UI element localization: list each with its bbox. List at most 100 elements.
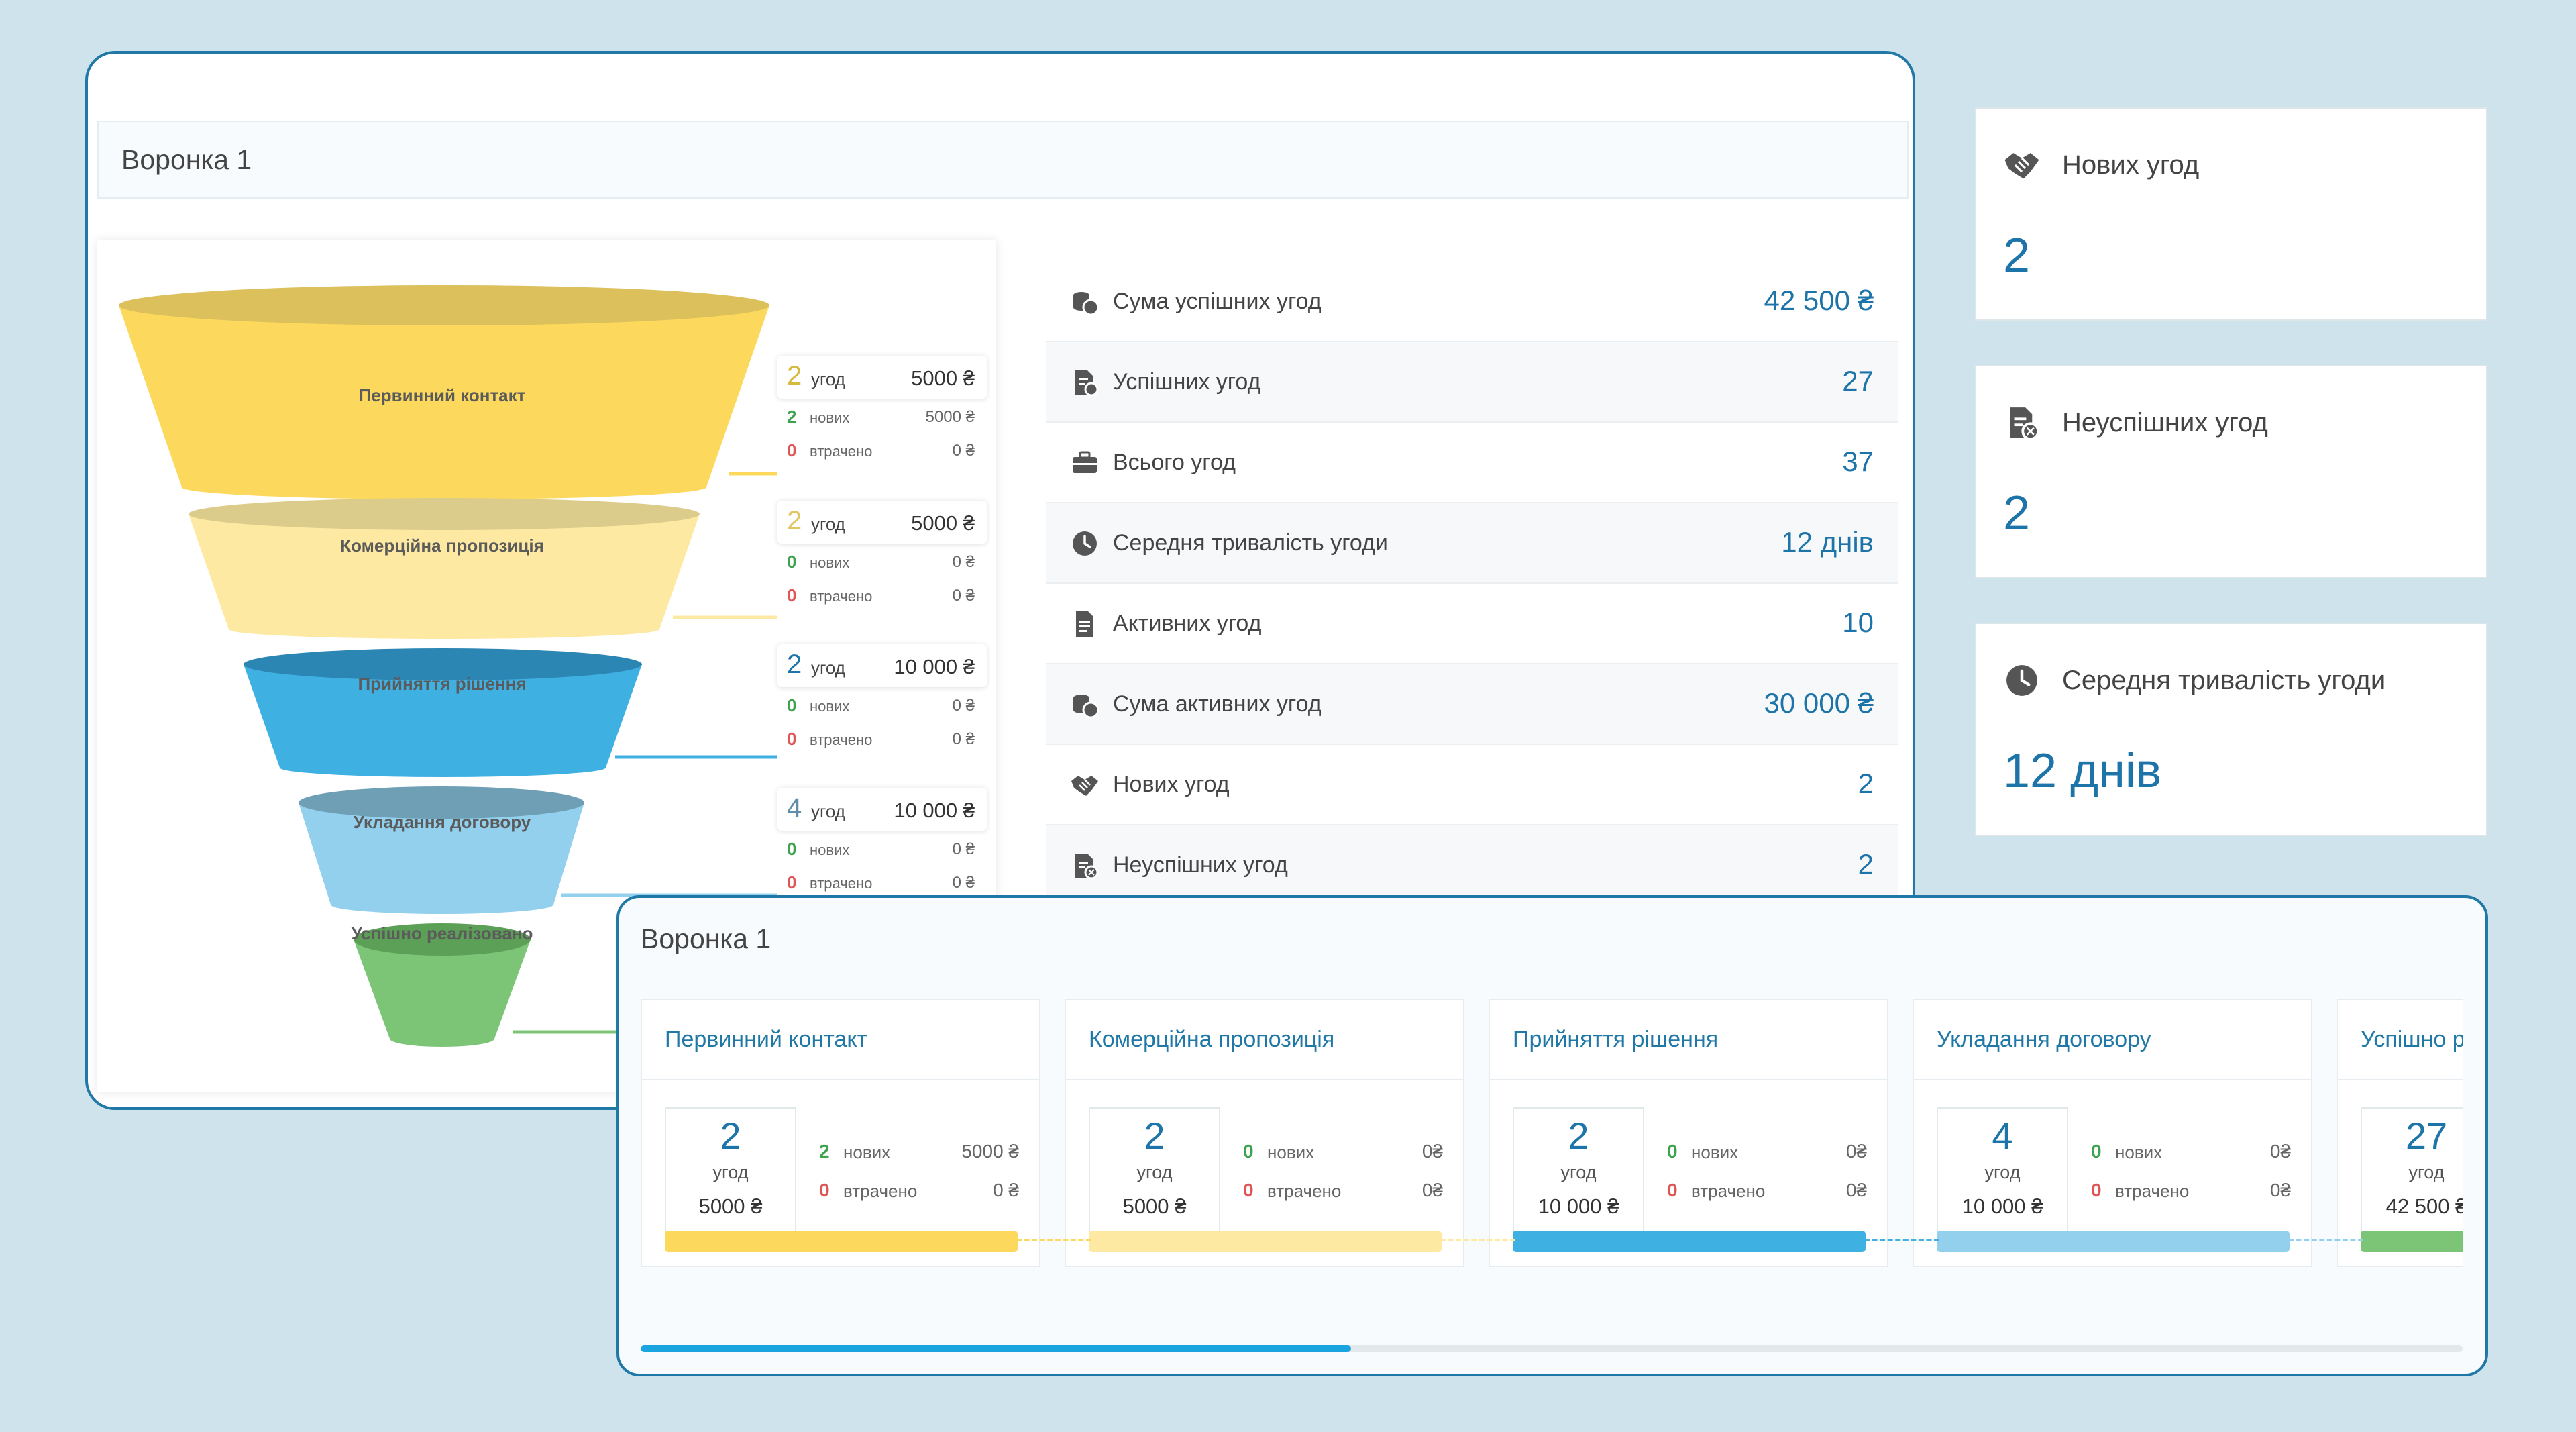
stage-card-count-box: 2 угод 5000 ₴ [1089, 1107, 1220, 1236]
stage-amount: 5000 ₴ [911, 511, 975, 535]
horizontal-scrollbar-thumb[interactable] [641, 1345, 1352, 1352]
stage-card-lost-amount: 0₴ [1421, 1180, 1443, 1200]
stage-new-count: 0 [787, 695, 797, 715]
stage-lost-count: 0 [787, 729, 797, 749]
stage-card-lost-label: втрачено [2115, 1181, 2190, 1201]
stat-label: Нових угод [1113, 772, 1230, 797]
stage-card-new-label: нових [1691, 1142, 1739, 1162]
funnel-segment-success[interactable] [354, 939, 531, 1039]
stat-label: Неуспішних угод [1113, 852, 1288, 878]
stage-lost-label: втрачено [810, 875, 873, 892]
document-icon [1076, 611, 1093, 637]
funnel-stage-summary: 2 угод 10 000 ₴ 0 нових 0 ₴ 0 втрачено 0 ₴ [777, 644, 987, 754]
stage-card-amount: 5000 ₴ [698, 1194, 763, 1218]
pipeline-stage-strip[interactable]: Первинний контакт 2 угод 5000 ₴ 2 нових 50… [641, 999, 2463, 1267]
stage-card-new-count: 0 [2091, 1141, 2102, 1162]
stage-card-lost-count: 0 [2091, 1180, 2102, 1200]
pipeline-panel-title: Воронка 1 [641, 923, 771, 954]
stage-card-count: 2 [720, 1115, 741, 1157]
stage-card-count: 2 [1568, 1115, 1589, 1157]
stage-card-count: 4 [1992, 1115, 2013, 1157]
stage-lost-amount: 0 ₴ [952, 874, 975, 892]
stage-lost-label: втрачено [810, 731, 873, 748]
stat-row: Активних угод 10 [1046, 584, 1898, 664]
stage-card-title: Укладання договору [1914, 1000, 2311, 1080]
briefcase-icon [1073, 451, 1097, 473]
stat-value: 42 500 ₴ [1764, 285, 1874, 316]
kpi-value: 2 [2003, 487, 2031, 540]
stage-card-new-label: нових [2115, 1142, 2163, 1162]
coins-icon [1073, 695, 1099, 719]
funnel-segment-first-contact-top [119, 285, 769, 325]
stage-card[interactable]: Успішно р 27 угод 42 500 ₴ [2337, 999, 2463, 1267]
stat-label: Успішних угод [1113, 369, 1261, 395]
handshake-icon [2004, 153, 2039, 179]
funnel-panel-title: Воронка 1 [97, 121, 1909, 199]
stage-new-amount: 0 ₴ [952, 840, 975, 858]
stage-new-label: нових [810, 698, 850, 715]
clock-icon [2006, 665, 2037, 696]
funnel-segment-label: Укладання договору [353, 812, 531, 832]
funnel-stage-summary: 2 угод 5000 ₴ 2 нових 5000 ₴ 0 втрачено 0 ₴ [777, 356, 987, 466]
stat-value: 30 000 ₴ [1764, 687, 1874, 719]
stage-card-amount: 10 000 ₴ [1538, 1194, 1619, 1218]
stage-deal-label: угод [811, 369, 845, 389]
stat-label: Середня тривалість угоди [1113, 530, 1388, 556]
stage-lost-amount: 0 ₴ [952, 586, 975, 605]
stat-row: Всього угод 37 [1046, 423, 1898, 503]
stat-label: Активних угод [1113, 611, 1262, 636]
stage-lost-label: втрачено [810, 443, 873, 460]
funnel-segment-first-contact-bottom [182, 475, 706, 499]
stage-card-new-count: 0 [1243, 1141, 1254, 1162]
horizontal-scrollbar-track[interactable] [641, 1345, 2463, 1352]
stage-card-deals-label: угод [712, 1162, 749, 1182]
stage-color-bar [2361, 1231, 2463, 1252]
stage-color-bar [1089, 1231, 1442, 1252]
funnel-segment-decision[interactable] [244, 664, 642, 768]
funnel-segment-label: Комерційна пропозиція [340, 535, 544, 556]
stage-card[interactable]: Комерційна пропозиція 2 угод 5000 ₴ 0 нов… [1065, 999, 1464, 1267]
stage-card-count-box: 2 угод 10 000 ₴ [1513, 1107, 1644, 1236]
stat-row: Нових угод 2 [1046, 745, 1898, 825]
stage-card-lost-count: 0 [1243, 1180, 1254, 1200]
stage-color-bar [665, 1231, 1018, 1252]
stage-card-deals-label: угод [1560, 1162, 1597, 1182]
stage-card[interactable]: Прийняття рішення 2 угод 10 000 ₴ 0 нових… [1489, 999, 1888, 1267]
stage-card-count: 2 [1144, 1115, 1165, 1157]
stage-card-new-count: 0 [1667, 1141, 1678, 1162]
stat-label: Сума успішних угод [1113, 289, 1322, 314]
stage-card-new-amount: 0₴ [1421, 1141, 1443, 1162]
stage-new-label: нових [810, 841, 850, 858]
stage-lost-label: втрачено [810, 588, 873, 605]
stage-card-count-box: 2 угод 5000 ₴ [665, 1107, 796, 1236]
funnel-segment-first-contact[interactable] [119, 305, 769, 487]
stage-new-amount: 5000 ₴ [925, 408, 975, 426]
stage-card[interactable]: Первинний контакт 2 угод 5000 ₴ 2 нових 50… [641, 999, 1040, 1267]
funnel-segment-contract-bottom [331, 895, 553, 914]
kpi-label: Нових угод [2062, 150, 2200, 180]
funnel-segment-decision-top [244, 648, 642, 680]
stat-value: 12 днів [1781, 526, 1874, 558]
coins-icon [1073, 292, 1099, 316]
stage-deal-label: угод [811, 514, 845, 534]
stage-card-lost-amount: 0 ₴ [993, 1180, 1019, 1200]
funnel-report-panel: Воронка 1 [85, 51, 1915, 1110]
funnel-segment-commercial-offer-bottom [229, 620, 659, 639]
stage-amount: 10 000 ₴ [894, 655, 975, 678]
stage-card-lost-count: 0 [1667, 1180, 1678, 1200]
funnel-segment-decision-bottom [280, 758, 606, 777]
stage-card[interactable]: Укладання договору 4 угод 10 000 ₴ 0 нови… [1913, 999, 2312, 1267]
stage-card-new-label: нових [843, 1142, 891, 1162]
stage-deal-count: 2 [787, 361, 802, 391]
stage-card-new-amount: 0₴ [1845, 1141, 1867, 1162]
stage-card-deals-label: угод [2408, 1162, 2445, 1182]
funnel-segment-contract[interactable] [299, 803, 584, 905]
funnel-stage-summary: 4 угод 10 000 ₴ 0 нових 0 ₴ 0 втрачено 0 ₴ [777, 788, 987, 898]
stage-card-title: Комерційна пропозиція [1066, 1000, 1463, 1080]
funnel-segment-commercial-offer[interactable] [189, 514, 700, 629]
funnel-segment-commercial-offer-top [189, 498, 700, 530]
funnel-stats-list: Сума успішних угод 42 500 ₴ Успішних уго… [1046, 262, 1898, 906]
stat-value: 27 [1842, 365, 1874, 397]
stage-new-count: 0 [787, 839, 797, 859]
stage-deal-count: 4 [787, 793, 802, 823]
